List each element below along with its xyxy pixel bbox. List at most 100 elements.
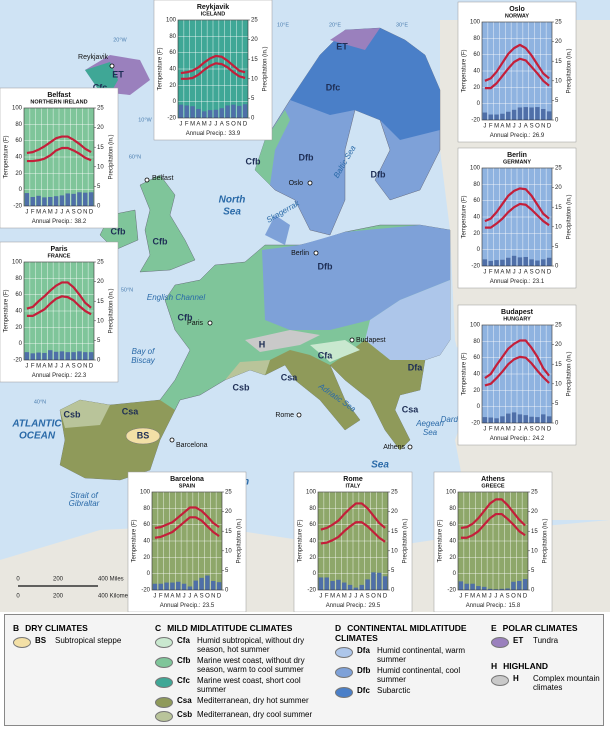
annual-value: 24.2 (533, 436, 545, 442)
month-label: J (183, 594, 186, 600)
y2-tick-label: 25 (97, 260, 104, 266)
water-label: Gibraltar (69, 499, 100, 508)
y2-tick-label: 20 (97, 125, 104, 131)
y2-tick-label: 5 (555, 98, 559, 104)
y-tick-label: 20 (143, 555, 150, 561)
annual-label: Annual Precip.: (32, 219, 73, 225)
y-tick-label: 100 (12, 260, 23, 266)
month-label: J (513, 124, 516, 130)
legend-heading: C MILD MIDLATITUDE CLIMATES (155, 623, 325, 633)
month-label: J (349, 594, 352, 600)
dfa-region (365, 280, 450, 360)
balkans (330, 340, 425, 450)
legend-item: ET Tundra (491, 636, 601, 648)
precip-bar (482, 586, 487, 590)
month-label: F (465, 594, 469, 600)
city-dot (109, 63, 115, 69)
precip-bar (318, 577, 324, 590)
climate-label: BS (137, 430, 150, 440)
y-tick-label: 100 (446, 490, 457, 496)
y-tick-label: 60 (449, 522, 456, 528)
month-label: S (506, 594, 510, 600)
precip-bar (500, 113, 505, 120)
climate-label: Cfc (93, 82, 108, 92)
precip-bar (225, 105, 230, 118)
temperature-line (180, 62, 246, 80)
precip-bar (190, 106, 195, 118)
temperature-line (484, 57, 550, 90)
precip-bar (546, 416, 552, 423)
legend-group: B DRY CLIMATES BS Subtropical steppe (13, 623, 153, 650)
precipitation-axis-title: Precipitation (in.) (237, 518, 243, 563)
legend-code: Cfc (177, 676, 190, 685)
precip-bar (458, 581, 464, 590)
temperature-line (484, 187, 550, 223)
legend-swatch (335, 687, 353, 698)
y2-tick-label: 25 (555, 323, 562, 329)
month-label: S (530, 124, 534, 130)
y2-tick-label: 25 (225, 490, 232, 496)
legend-swatch (13, 637, 31, 648)
month-label: J (354, 594, 357, 600)
legend-desc: Humid continental, cool summer (377, 666, 461, 684)
month-label: M (36, 210, 41, 216)
precip-bar (53, 196, 59, 206)
y-tick-label: 100 (306, 490, 317, 496)
graticule-label: 10°E (277, 22, 289, 28)
legend-desc: Mediterranean, dry cool summer (197, 710, 313, 719)
y2-tick-label: 10 (97, 164, 104, 170)
plot-frame (481, 21, 553, 121)
month-label: S (72, 364, 76, 370)
y-tick-label: 40 (473, 372, 480, 378)
month-label: A (42, 210, 46, 216)
month-label: M (176, 594, 181, 600)
climate-label: Csa (281, 372, 299, 382)
month-label: A (42, 364, 46, 370)
climate-label: Dfb (318, 261, 333, 271)
legend-heading: D CONTINENTAL MIDLATITUDE CLIMATES (335, 623, 485, 643)
precip-bar (59, 195, 65, 206)
country-title: ICELAND (201, 11, 225, 17)
y2-tick-label: 0 (391, 588, 395, 594)
month-label: M (506, 124, 511, 130)
precip-bar (500, 416, 505, 423)
city-title: Rome (343, 476, 363, 483)
city-label: Oslo (289, 180, 304, 187)
climate-label: H (259, 339, 266, 349)
precip-bar (24, 352, 30, 360)
month-label: F (489, 427, 493, 433)
y2-tick-label: 5 (97, 338, 101, 344)
temperature-axis-title: Temperature (F) (4, 289, 10, 332)
y-tick-label: 60 (15, 292, 22, 298)
precip-bar (336, 579, 341, 590)
y-tick-label: 20 (15, 325, 22, 331)
precip-bar (199, 577, 204, 590)
precip-bar (470, 583, 475, 590)
month-label: M (494, 427, 499, 433)
precip-bar (499, 588, 504, 590)
legend-code: Dfa (357, 646, 370, 655)
precip-bar (511, 255, 517, 266)
precip-bar (231, 104, 236, 118)
month-label: A (524, 427, 528, 433)
month-label: J (513, 270, 516, 276)
annual-label: Annual Precip.: (490, 279, 531, 285)
precip-bar (353, 587, 359, 590)
y-tick-label: 100 (12, 106, 23, 112)
great-britain (139, 174, 196, 273)
y2-tick-label: 0 (97, 358, 101, 364)
precip-bar (202, 111, 207, 118)
y-tick-label: 0 (477, 404, 481, 410)
precip-bar (330, 580, 335, 590)
graticule-label: 30°E (396, 22, 408, 28)
y2-tick-label: 25 (251, 18, 258, 24)
precip-bar (511, 412, 517, 423)
y-tick-label: 0 (19, 341, 23, 347)
y-tick-label: 60 (473, 355, 480, 361)
water-label: Aegean (415, 419, 444, 428)
cfa-region (310, 340, 360, 362)
water-label: Bay of (132, 347, 155, 356)
month-label: A (66, 364, 70, 370)
y-tick-label: 80 (449, 506, 456, 512)
